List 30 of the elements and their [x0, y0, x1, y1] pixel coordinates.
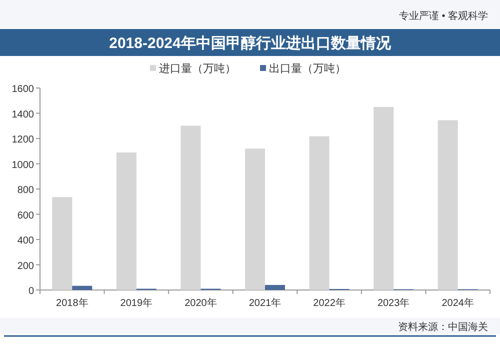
x-tick-label: 2022年	[313, 297, 346, 309]
text: 资料来源：中国海关	[398, 321, 488, 333]
bar	[265, 284, 285, 290]
y-tick-label: 800	[17, 185, 34, 196]
bar	[309, 136, 330, 290]
bar	[52, 197, 72, 290]
x-tick-label: 2019年	[120, 297, 153, 309]
y-tick-label: 1600	[12, 84, 34, 95]
bar	[438, 120, 458, 290]
bar	[245, 148, 265, 290]
bar	[72, 286, 92, 290]
bar	[374, 106, 394, 290]
x-tick-label: 2024年	[442, 297, 474, 309]
chart-title: 2018-2024年中国甲醇行业进出口数量情况	[109, 35, 392, 52]
y-tick-label: 0	[28, 286, 34, 297]
x-tick-label: 2023年	[377, 297, 410, 309]
y-tick-label: 1200	[12, 134, 34, 146]
x-tick-label: 2018年	[56, 297, 88, 309]
y-tick-label: 600	[17, 210, 34, 222]
y-tick-label: 1400	[12, 109, 34, 120]
y-tick-label: 200	[17, 260, 34, 272]
x-tick-label: 2021年	[248, 297, 282, 309]
text: 专业严谨 • 客观科学	[398, 10, 488, 22]
bar	[180, 126, 201, 290]
bar	[116, 152, 136, 290]
legend-label: 出口量（万吨）	[269, 62, 346, 75]
y-tick-label: 400	[17, 236, 34, 246]
x-tick-label: 2020年	[184, 297, 217, 309]
y-tick-label: 1000	[12, 160, 34, 171]
legend-label: 进口量（万吨）	[159, 62, 236, 75]
